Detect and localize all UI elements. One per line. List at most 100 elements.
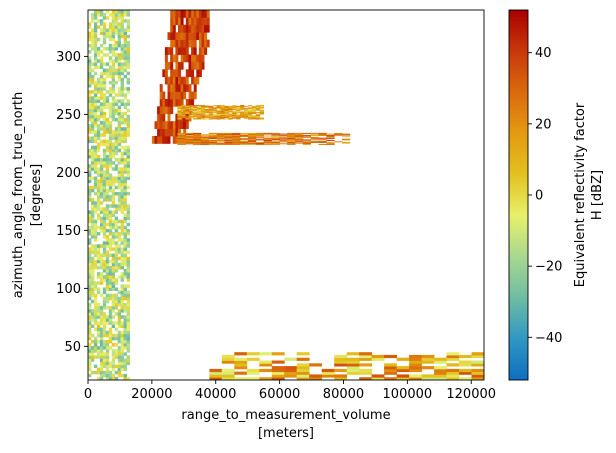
heatmap-cell (105, 124, 110, 128)
heatmap-cell (197, 108, 202, 110)
heatmap-cell (421, 354, 435, 359)
heatmap-cell (93, 225, 98, 230)
heatmap-cell (99, 71, 104, 76)
heatmap-cell (197, 105, 202, 107)
heatmap-cell (105, 16, 110, 20)
heatmap-cell (271, 368, 285, 373)
heatmap-cell (91, 80, 95, 85)
heatmap-cell (193, 39, 197, 48)
heatmap-cell (114, 376, 119, 380)
heatmap-cell (126, 121, 130, 125)
heatmap-cell (88, 284, 92, 288)
heatmap-cell (105, 117, 110, 122)
heatmap-cell (117, 127, 122, 131)
heatmap-cell (111, 299, 116, 304)
heatmap-cell (126, 315, 130, 319)
heatmap-cell (167, 128, 171, 137)
heatmap-cell (263, 135, 272, 137)
heatmap-cell (175, 113, 179, 122)
heatmap-cell (200, 105, 206, 108)
heatmap-cell (120, 361, 124, 365)
heatmap-cell (271, 137, 280, 139)
heatmap-cell (181, 115, 186, 117)
heatmap-cell (117, 53, 122, 57)
heatmap-cell (183, 54, 187, 63)
heatmap-cell (220, 105, 225, 108)
heatmap-cell (123, 133, 127, 137)
heatmap-cell (178, 10, 181, 18)
heatmap-cell (200, 136, 210, 138)
heatmap-cell (108, 56, 113, 60)
heatmap-cell (120, 265, 124, 270)
heatmap-cell (114, 117, 119, 122)
heatmap-cell (105, 99, 110, 103)
heatmap-cell (91, 68, 95, 73)
heatmap-cell (175, 54, 179, 63)
heatmap-cell (102, 253, 107, 258)
heatmap-cell (177, 140, 186, 141)
heatmap-cell (99, 262, 104, 267)
heatmap-cell (108, 65, 113, 69)
heatmap-cell (185, 106, 190, 108)
heatmap-cell (105, 34, 110, 39)
heatmap-cell (88, 247, 92, 251)
heatmap-cell (114, 68, 119, 73)
heatmap-cell (91, 247, 95, 251)
heatmap-cell (284, 366, 298, 370)
heatmap-cell (102, 299, 107, 304)
heatmap-cell (228, 109, 233, 111)
heatmap-cell (170, 17, 174, 26)
heatmap-cell (117, 198, 122, 202)
plot-frame (87, 9, 485, 381)
heatmap-cell (105, 204, 110, 208)
heatmap-cell (234, 360, 248, 364)
heatmap-cell (216, 111, 221, 113)
heatmap-cell (105, 10, 110, 14)
heatmap-cell (151, 136, 155, 144)
heatmap-cell (193, 143, 202, 145)
heatmap-cell (88, 139, 92, 143)
heatmap-cell (251, 109, 257, 111)
heatmap-cell (185, 108, 190, 110)
heatmap-cell (284, 371, 298, 375)
heatmap-cell (120, 278, 124, 282)
heatmap-cell (120, 275, 124, 279)
heatmap-cell (232, 114, 237, 116)
heatmap-cell (99, 219, 104, 224)
heatmap-cell (193, 138, 202, 140)
heatmap-cell (208, 137, 217, 139)
heatmap-cell (177, 112, 182, 114)
heatmap-cell (234, 377, 248, 380)
heatmap-cell (123, 204, 127, 208)
heatmap-cell (175, 128, 179, 137)
heatmap-cell (396, 377, 410, 380)
heatmap-cell (91, 62, 95, 66)
heatmap-cell (102, 259, 107, 264)
heatmap-cell (120, 225, 124, 230)
heatmap-cell (185, 24, 189, 33)
heatmap-cell (126, 296, 130, 301)
heatmap-cell (117, 204, 122, 208)
heatmap-cell (105, 161, 110, 165)
heatmap-cell (255, 117, 261, 119)
heatmap-cell (108, 361, 113, 365)
heatmap-cell (114, 80, 119, 85)
heatmap-cell (108, 188, 113, 193)
heatmap-cell (216, 112, 221, 114)
heatmap-cell (334, 354, 348, 359)
heatmap-cell (114, 130, 119, 134)
heatmap-cell (105, 376, 110, 380)
heatmap-cell (123, 31, 127, 36)
heatmap-cell (240, 112, 245, 114)
heatmap-cell (228, 118, 233, 120)
heatmap-cell (114, 269, 119, 273)
heatmap-cell (108, 28, 113, 32)
heatmap-cell (108, 210, 113, 214)
heatmap-cell (123, 59, 127, 63)
heatmap-cell (159, 98, 163, 107)
heatmap-cell (197, 116, 202, 118)
heatmap-cell (123, 164, 127, 168)
heatmap-cell (99, 343, 104, 347)
heatmap-cell (117, 25, 122, 29)
heatmap-cell (102, 207, 107, 211)
